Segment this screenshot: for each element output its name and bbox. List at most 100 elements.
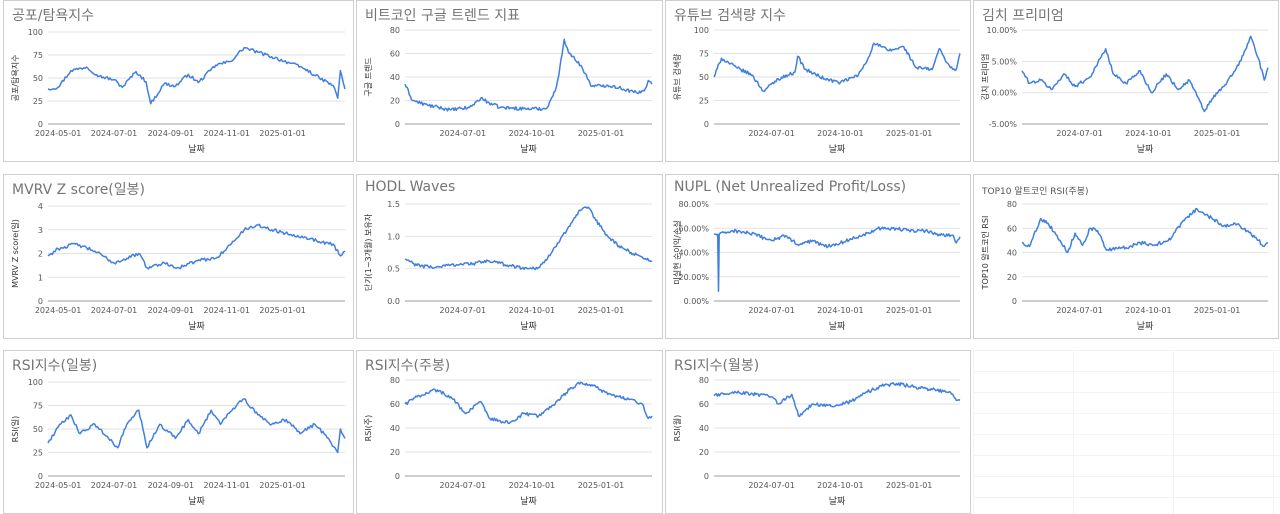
x-tick-label: 2024-10-01 <box>1125 306 1172 315</box>
data-point <box>568 388 571 391</box>
data-point <box>579 209 582 212</box>
data-point <box>299 432 302 435</box>
data-point <box>344 250 347 253</box>
data-point <box>876 227 879 230</box>
data-point <box>332 84 335 87</box>
chart-card-rsi-monthly[interactable]: RSI지수(월봉) 0 20 40 60 80 2024-07-01 2024-10-01 2… <box>665 350 971 514</box>
data-point <box>955 241 958 244</box>
chart-title: MVRV Z score(일봉) <box>12 182 145 198</box>
x-tick-label: 2025-01-01 <box>1194 129 1241 138</box>
data-point <box>1028 245 1031 248</box>
data-point <box>931 68 934 71</box>
data-point <box>426 104 429 107</box>
data-point <box>839 241 842 244</box>
y-tick-label: 2 <box>38 250 43 259</box>
data-point <box>149 102 152 105</box>
y-tick-label: 1.5 <box>387 200 400 209</box>
data-point <box>1222 85 1225 88</box>
data-point <box>289 62 292 65</box>
data-point <box>1188 79 1191 82</box>
data-point <box>404 258 407 261</box>
data-point <box>214 257 217 260</box>
data-point <box>1062 72 1065 75</box>
x-tick-label: 2024-07-01 <box>440 481 487 490</box>
x-tick-label: 2024-10-01 <box>509 129 556 138</box>
data-point <box>243 397 246 400</box>
line-chart-top10-rsi: 0 20 40 60 80 2024-07-01 2024-10-01 2025-01-01 날… <box>980 200 1269 332</box>
data-point <box>1074 232 1077 235</box>
data-point <box>187 73 190 76</box>
y-tick-label: 3 <box>38 226 43 235</box>
data-point <box>1242 54 1245 57</box>
y-tick-label: 40 <box>390 73 400 82</box>
data-point <box>866 391 869 394</box>
y-axis-title: 구글 트렌드 <box>363 57 373 96</box>
data-point <box>718 233 721 236</box>
x-tick-label: 2024-11-01 <box>204 129 251 138</box>
data-point <box>579 64 582 67</box>
data-point <box>731 391 734 394</box>
data-point <box>197 81 200 84</box>
data-point <box>720 57 723 60</box>
data-point <box>289 233 292 236</box>
data-point <box>336 97 339 100</box>
x-tick-label: 2025-01-01 <box>578 129 625 138</box>
data-point <box>831 405 834 408</box>
x-tick-label: 2025-01-01 <box>259 129 306 138</box>
y-tick-label: 20 <box>390 97 400 106</box>
data-point <box>823 245 826 248</box>
data-point <box>256 224 259 227</box>
y-tick-label: 60 <box>390 400 400 409</box>
x-tick-label: 2025-01-01 <box>259 306 306 315</box>
data-point <box>618 86 621 89</box>
data-point <box>857 74 860 77</box>
chart-card-google-trends[interactable]: 비트코인 구글 트렌드 지표 0 20 40 60 80 2024-07-01 2024-1… <box>356 0 663 162</box>
chart-card-hodl-waves[interactable]: HODL Waves 0.0 0.5 1.0 1.5 2024-07-01 2024-10… <box>356 174 663 339</box>
data-point <box>285 418 288 421</box>
chart-card-kimchi-premium[interactable]: 김치 프리미엄 -5.00% 0.00% 5.00% 10.00% 2024-07-01… <box>973 0 1279 162</box>
chart-card-youtube-search[interactable]: 유튜브 검색량 지수 0 25 50 75 100 2024-07-01 2024-10-0… <box>665 0 971 162</box>
data-point <box>210 409 213 412</box>
y-tick-label: 5.00% <box>992 57 1018 66</box>
data-point <box>811 403 814 406</box>
chart-card-rsi-daily[interactable]: RSI지수(일봉) 0 25 50 75 100 2024-05-01 2024-07-01… <box>3 350 354 514</box>
data-point <box>219 423 222 426</box>
data-point <box>404 403 407 406</box>
y-axis-title: 유튜브 검색량 <box>672 53 682 100</box>
data-point <box>232 407 235 410</box>
x-tick-label: 2024-07-01 <box>91 481 138 490</box>
chart-card-top10-rsi[interactable]: TOP10 알트코인 RSI(주봉) 0 20 40 60 80 2024-07-01 20… <box>973 174 1279 339</box>
data-point <box>579 381 582 384</box>
y-tick-label: 0 <box>395 472 400 481</box>
chart-card-rsi-weekly[interactable]: RSI지수(주봉) 0 20 40 60 80 2024-07-01 2024-10-01 2… <box>356 350 663 514</box>
data-point <box>572 219 575 222</box>
chart-card-mvrv-z[interactable]: MVRV Z score(일봉) 0 1 2 3 4 2024-05-01 2024-07-… <box>3 174 354 339</box>
data-point <box>1170 236 1173 239</box>
line-chart-fear-greed: 0 25 50 75 100 2024-05-01 2024-07-01 2024-09-01… <box>10 28 346 155</box>
x-tick-label: 2025-01-01 <box>886 306 933 315</box>
x-tick-label: 2024-09-01 <box>148 481 195 490</box>
y-axis-title: 김치 프리미엄 <box>980 54 990 101</box>
y-tick-label: 0.00% <box>684 297 710 306</box>
series-line <box>713 381 961 418</box>
data-point <box>318 77 321 80</box>
data-point <box>651 415 654 418</box>
data-point <box>69 69 72 72</box>
data-point <box>1059 239 1062 242</box>
data-point <box>57 247 60 250</box>
chart-card-fear-greed[interactable]: 공포/탐욕지수 0 25 50 75 100 2024-05-01 2024-07-01 20… <box>3 0 354 162</box>
series-line <box>404 38 653 112</box>
chart-card-nupl[interactable]: NUPL (Net Unrealized Profit/Loss) 0.00% 2… <box>665 174 971 339</box>
data-point <box>1124 82 1127 85</box>
y-tick-label: 20 <box>390 448 400 457</box>
data-point <box>1139 241 1142 244</box>
chart-title: TOP10 알트코인 RSI(주봉) <box>982 187 1089 197</box>
data-point <box>949 66 952 69</box>
data-point <box>113 262 116 265</box>
data-point <box>797 244 800 247</box>
data-point <box>47 254 50 257</box>
data-point <box>1139 69 1142 72</box>
data-point <box>908 229 911 232</box>
y-tick-label: 0 <box>38 120 43 129</box>
data-point <box>479 97 482 100</box>
